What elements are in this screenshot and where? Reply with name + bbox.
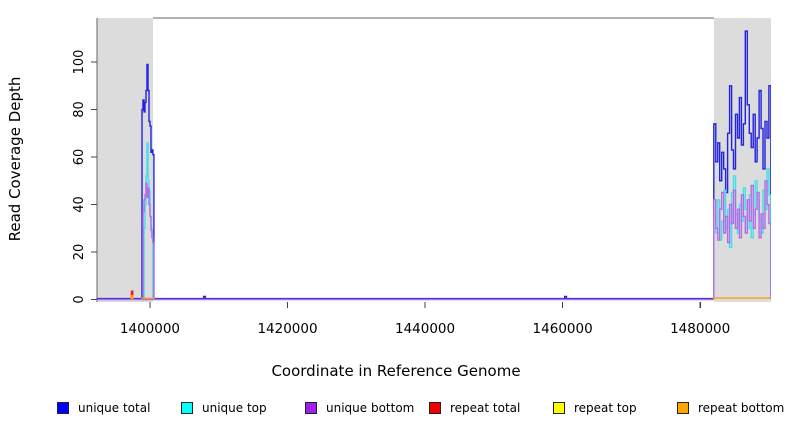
y-tick-label: 100 [72,50,87,75]
legend-swatch-icon [677,402,689,414]
legend-item-repeat-bottom: repeat bottom [677,399,784,417]
series-unique-total [97,30,771,300]
legend-swatch-icon [181,402,193,414]
legend-swatch-icon [305,402,317,414]
y-axis-title: Read Coverage Depth [6,76,24,242]
x-tick-label: 1460000 [533,321,593,337]
legend-item-unique-top: unique top [181,399,267,417]
legend-item-repeat-top: repeat top [553,399,637,417]
legend-label: unique top [202,401,267,415]
legend-label: repeat total [450,401,521,415]
x-tick-label: 1440000 [395,321,455,337]
y-tick-label: 40 [72,196,87,213]
series-group [97,30,771,301]
legend-label: unique total [78,401,151,415]
legend-label: repeat top [574,401,637,415]
legend-label: unique bottom [326,401,415,415]
plot-box [96,17,714,302]
y-axis: 0 20 40 60 80 100 [72,50,97,304]
series-repeat-bottom [130,295,771,300]
legend-item-unique-bottom: unique bottom [305,399,414,417]
legend-item-repeat-total: repeat total [429,399,520,417]
series-unique-top [142,142,771,301]
legend-swatch-icon [553,402,565,414]
y-tick-label: 20 [72,244,87,261]
legend-swatch-icon [57,402,69,414]
legend: unique total unique top unique bottom repea… [0,399,792,421]
x-axis-title: Coordinate in Reference Genome [271,362,521,380]
series-unique-bottom [97,180,771,301]
legend-swatch-icon [429,402,441,414]
x-tick-label: 1400000 [120,321,180,337]
y-tick-label: 0 [72,295,87,303]
legend-item-unique-total: unique total [57,399,150,417]
y-tick-label: 60 [72,149,87,166]
x-tick-label: 1480000 [670,321,730,337]
legend-label: repeat bottom [698,401,785,415]
x-tick-label: 1420000 [257,321,317,337]
x-axis: 1400000 1420000 1440000 1460000 1480000 [120,302,730,337]
y-tick-label: 80 [72,101,87,118]
